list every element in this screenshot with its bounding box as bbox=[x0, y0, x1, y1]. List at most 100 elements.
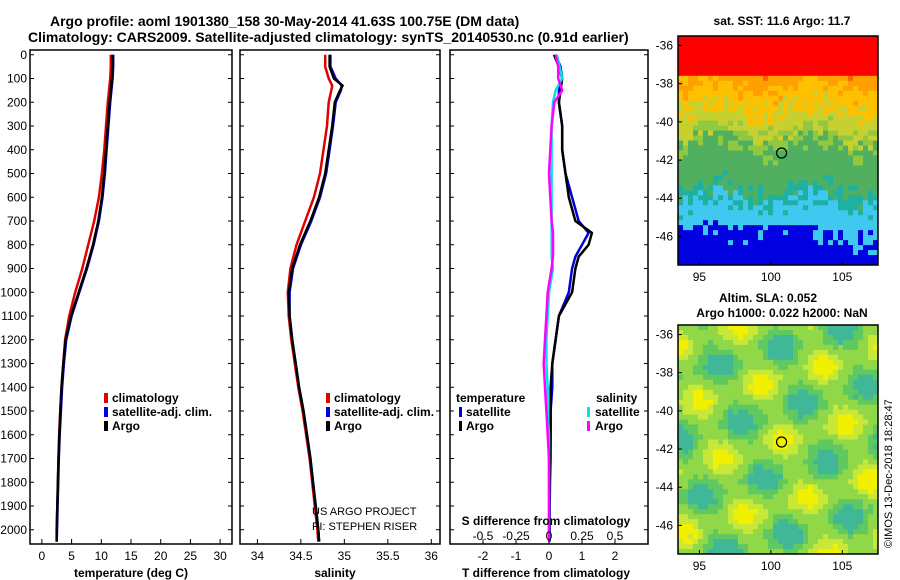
map-cell bbox=[843, 344, 849, 351]
map-cell bbox=[788, 325, 794, 331]
map-cell bbox=[853, 165, 859, 171]
map-cell bbox=[728, 449, 734, 455]
map-cell bbox=[733, 404, 739, 411]
map-cell bbox=[873, 110, 879, 117]
map-cell bbox=[693, 369, 699, 376]
map-cell bbox=[828, 334, 834, 341]
map-cell bbox=[808, 469, 814, 475]
map-cell bbox=[863, 200, 869, 206]
map-cell bbox=[758, 529, 764, 535]
map-cell bbox=[808, 404, 814, 411]
map-cell bbox=[783, 195, 789, 201]
map-cell bbox=[808, 40, 814, 47]
map-cell bbox=[728, 100, 734, 107]
map-cell bbox=[843, 389, 849, 396]
map-cell bbox=[743, 399, 749, 406]
map-cell bbox=[728, 55, 734, 62]
map-cell bbox=[723, 135, 729, 141]
map-cell bbox=[678, 519, 684, 525]
map-cell bbox=[853, 364, 859, 371]
map-cell bbox=[723, 170, 729, 176]
map-cell bbox=[743, 444, 749, 450]
map-cell bbox=[778, 529, 784, 535]
map-cell bbox=[848, 534, 854, 540]
map-cell bbox=[718, 100, 724, 107]
map-cell bbox=[808, 359, 814, 366]
map-cell bbox=[718, 325, 724, 331]
map-cell bbox=[833, 50, 839, 57]
map-cell bbox=[708, 210, 714, 216]
map-cell bbox=[713, 45, 719, 52]
map-cell bbox=[838, 80, 844, 87]
map-cell bbox=[713, 494, 719, 500]
map-cell bbox=[718, 36, 724, 42]
map-cell bbox=[703, 534, 709, 540]
map-cell bbox=[763, 484, 769, 490]
map-cell bbox=[763, 75, 769, 82]
map-cell bbox=[708, 40, 714, 47]
map-cell bbox=[813, 494, 819, 500]
map-cell bbox=[708, 45, 714, 52]
map-cell bbox=[858, 110, 864, 117]
map-cell bbox=[718, 75, 724, 82]
map-cell bbox=[798, 329, 804, 336]
legend-label-argo: Argo bbox=[334, 419, 362, 433]
map-cell bbox=[773, 364, 779, 371]
map-cell bbox=[708, 429, 714, 435]
map-cell bbox=[753, 494, 759, 500]
map-cell bbox=[833, 125, 839, 131]
map-cell bbox=[853, 175, 859, 181]
map-cell bbox=[718, 389, 724, 396]
map-cell bbox=[703, 85, 709, 92]
map-cell bbox=[723, 235, 729, 241]
map-cell bbox=[873, 419, 879, 425]
map-cell bbox=[773, 325, 779, 331]
map-cell bbox=[713, 80, 719, 87]
map-cell bbox=[753, 215, 759, 221]
map-cell bbox=[783, 95, 789, 102]
map-cell bbox=[873, 230, 879, 236]
map-cell bbox=[738, 439, 744, 445]
map-cell bbox=[828, 250, 834, 256]
map-cell bbox=[803, 444, 809, 450]
map-cell bbox=[808, 454, 814, 460]
map-cell bbox=[773, 409, 779, 416]
map-cell bbox=[738, 524, 744, 530]
map-cell bbox=[703, 334, 709, 341]
map-cell bbox=[863, 494, 869, 500]
map-cell bbox=[773, 549, 779, 555]
map-cell bbox=[763, 379, 769, 386]
map-cell bbox=[868, 464, 874, 470]
map-cell bbox=[733, 519, 739, 525]
map-cell bbox=[783, 250, 789, 256]
map-cell bbox=[708, 245, 714, 251]
map-cell bbox=[863, 185, 869, 191]
map-cell bbox=[748, 514, 754, 520]
map-cell bbox=[723, 384, 729, 391]
map-cell bbox=[678, 160, 684, 166]
map-cell bbox=[743, 240, 749, 246]
difference-legend-temperature: temperature satellite Argo bbox=[456, 391, 526, 433]
map-cell bbox=[678, 115, 684, 122]
map-cell bbox=[768, 155, 774, 161]
map-cell bbox=[873, 260, 879, 266]
map-cell bbox=[838, 165, 844, 171]
map-cell bbox=[813, 195, 819, 201]
credit-project: US ARGO PROJECT bbox=[312, 506, 417, 518]
map-cell bbox=[703, 230, 709, 236]
map-cell bbox=[703, 434, 709, 440]
map-cell bbox=[708, 409, 714, 416]
map-cell bbox=[733, 399, 739, 406]
map-cell bbox=[838, 225, 844, 231]
map-cell bbox=[768, 494, 774, 500]
map-cell bbox=[823, 100, 829, 107]
map-cell bbox=[738, 334, 744, 341]
map-cell bbox=[803, 524, 809, 530]
map-cell bbox=[803, 250, 809, 256]
map-cell bbox=[793, 409, 799, 416]
map-cell bbox=[738, 230, 744, 236]
map-cell bbox=[788, 45, 794, 52]
map-cell bbox=[768, 95, 774, 102]
map-cell bbox=[818, 215, 824, 221]
map-cell bbox=[828, 80, 834, 87]
